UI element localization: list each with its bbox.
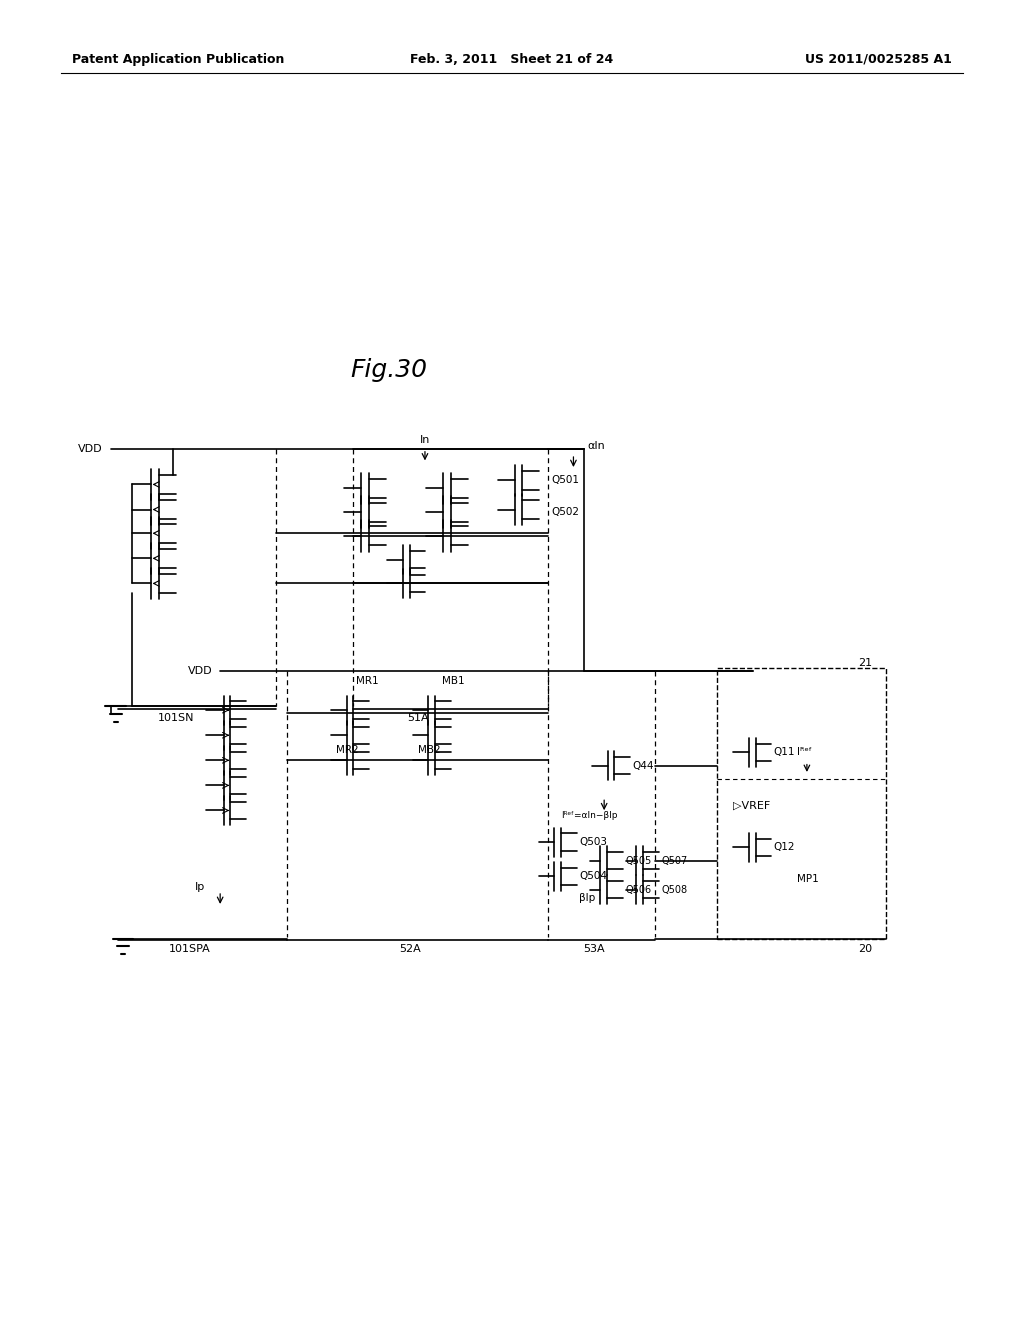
Text: Feb. 3, 2011   Sheet 21 of 24: Feb. 3, 2011 Sheet 21 of 24	[411, 53, 613, 66]
Text: Q503: Q503	[580, 837, 607, 847]
Text: βIp: βIp	[579, 892, 595, 903]
Text: MP1: MP1	[797, 874, 818, 884]
Text: MB1: MB1	[442, 676, 465, 686]
Text: US 2011/0025285 A1: US 2011/0025285 A1	[806, 53, 952, 66]
Text: Q508: Q508	[662, 884, 687, 895]
Text: 52A: 52A	[398, 944, 421, 954]
Text: Fig.30: Fig.30	[350, 358, 428, 381]
Text: Q11: Q11	[774, 747, 796, 758]
Text: Q504: Q504	[580, 871, 607, 882]
Text: MB2: MB2	[418, 744, 440, 755]
Text: Q502: Q502	[551, 507, 579, 517]
Text: MR2: MR2	[336, 744, 358, 755]
Text: 51A: 51A	[407, 713, 429, 723]
Text: 101SN: 101SN	[158, 713, 195, 723]
Text: Iᴿᵉᶠ=αIn−βIp: Iᴿᵉᶠ=αIn−βIp	[561, 812, 617, 820]
Text: VDD: VDD	[78, 444, 102, 454]
Text: Q506: Q506	[626, 884, 651, 895]
Text: 101SPA: 101SPA	[169, 944, 210, 954]
Text: Q505: Q505	[626, 855, 651, 866]
Text: Q12: Q12	[774, 842, 796, 853]
Text: Q44: Q44	[633, 760, 654, 771]
Text: Iᴿᵉᶠ: Iᴿᵉᶠ	[797, 747, 812, 758]
Text: Ip: Ip	[195, 882, 205, 892]
Text: In: In	[420, 434, 430, 445]
Text: αIn: αIn	[588, 441, 605, 451]
Bar	[717, 668, 886, 939]
Text: 21: 21	[858, 657, 872, 668]
Text: 53A: 53A	[583, 944, 605, 954]
Text: VDD: VDD	[188, 665, 213, 676]
Text: Q507: Q507	[662, 855, 687, 866]
Text: Q501: Q501	[551, 475, 579, 486]
Text: 20: 20	[858, 944, 872, 954]
Text: MR1: MR1	[356, 676, 379, 686]
Text: Patent Application Publication: Patent Application Publication	[72, 53, 284, 66]
Text: ▷VREF: ▷VREF	[733, 800, 770, 810]
